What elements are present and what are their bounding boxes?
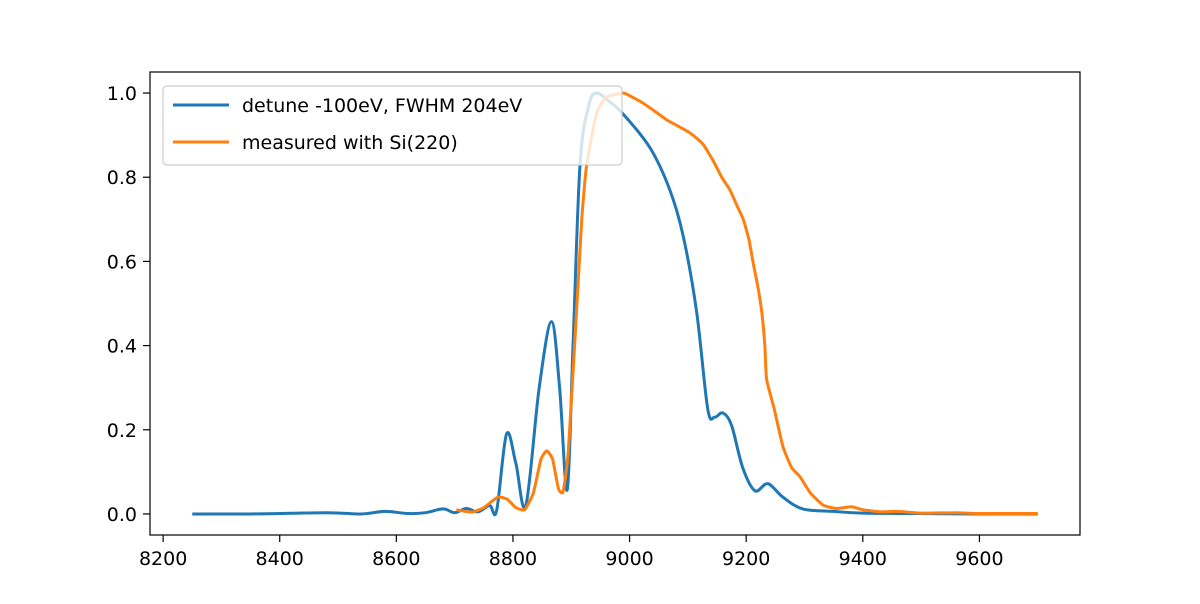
y-tick-label: 0.0 — [107, 504, 137, 526]
x-tick-label: 8200 — [139, 548, 187, 570]
legend-label-0: detune -100eV, FWHM 204eV — [242, 95, 522, 117]
series-line-1 — [456, 91, 1038, 516]
y-tick-label: 0.2 — [107, 420, 137, 442]
x-tick-label: 9000 — [605, 548, 653, 570]
y-tick-label: 0.8 — [107, 167, 137, 189]
legend: detune -100eV, FWHM 204eV measured with … — [162, 85, 623, 166]
axes-ticks: 8200 8400 8600 8800 9000 9200 9400 9600 0.0 0.2 0.… — [107, 83, 1004, 570]
x-tick-label: 9400 — [839, 548, 887, 570]
legend-box — [162, 85, 623, 166]
series-line-0 — [192, 91, 1038, 517]
y-tick-label: 0.4 — [107, 336, 137, 358]
x-tick-label: 8600 — [372, 548, 420, 570]
y-tick-label: 1.0 — [107, 83, 137, 105]
series-lines — [192, 91, 1038, 517]
y-tick-label: 0.6 — [107, 251, 137, 273]
x-tick-label: 9600 — [955, 548, 1003, 570]
x-tick-label: 8800 — [489, 548, 537, 570]
x-tick-label: 8400 — [256, 548, 304, 570]
plot-frame — [149, 71, 1081, 536]
x-tick-label: 9200 — [722, 548, 770, 570]
legend-label-1: measured with Si(220) — [242, 132, 458, 154]
